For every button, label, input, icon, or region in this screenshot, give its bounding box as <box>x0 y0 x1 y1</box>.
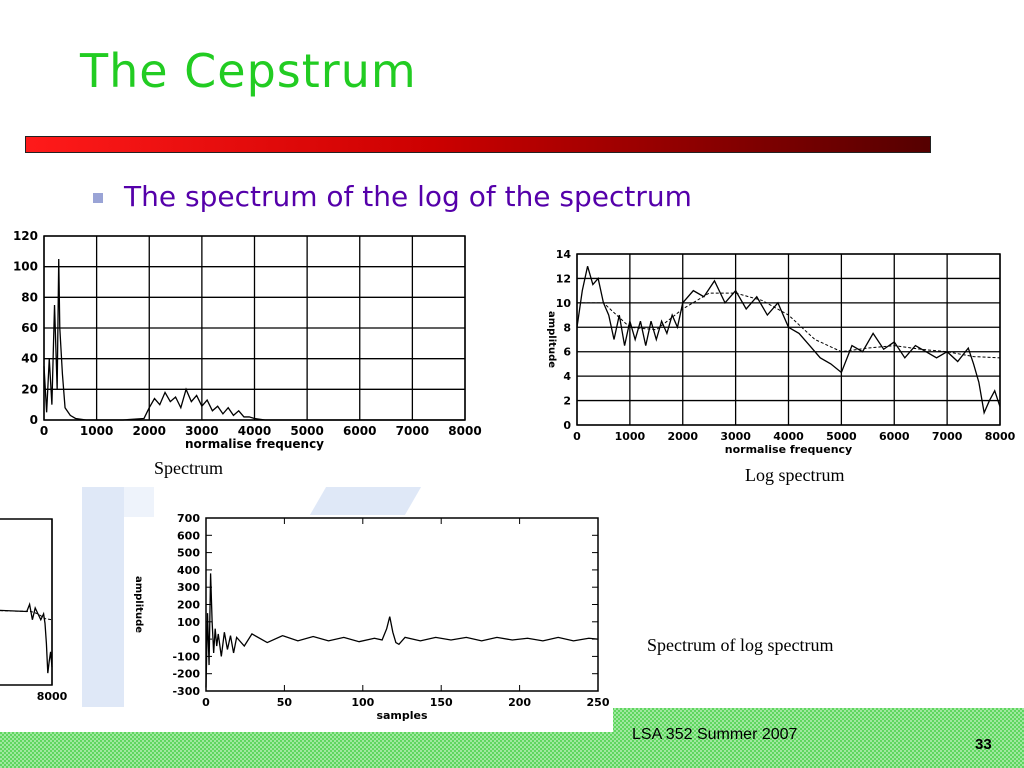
x-tick-label: 6000 <box>879 430 910 443</box>
spectrum-of-log-chart: 0 50 100 150 200 250 -300 -200 -100 0 100 200 300 400… <box>133 512 610 722</box>
log-spectrum-chart: 0 1000 2000 3000 4000 5000 6000 7000 8000 0 2 4 6 8 10… <box>546 248 1016 456</box>
y-tick-label: 0 <box>30 413 38 427</box>
smoothed-envelope-line <box>577 292 1001 359</box>
x-tick-label: 150 <box>430 696 453 709</box>
y-tick-label: 2 <box>563 395 571 408</box>
x-tick-label: 0 <box>202 696 210 709</box>
x-tick-label: 200 <box>508 696 531 709</box>
x-tick-label: 0 <box>40 424 48 438</box>
y-tick-label: 100 <box>177 616 200 629</box>
bullet-icon <box>93 193 103 203</box>
series-line <box>576 266 1001 416</box>
y-tick-label: 4 <box>563 370 571 383</box>
spectrum-of-log-caption: Spectrum of log spectrum <box>647 635 834 655</box>
title-divider <box>25 136 931 153</box>
x-tick-label: 7000 <box>932 430 963 443</box>
y-tick-label: 100 <box>13 260 38 274</box>
page-number: 33 <box>975 736 992 753</box>
x-tick-label: 7000 <box>396 424 429 438</box>
x-tick-label: 8000 <box>985 430 1016 443</box>
y-tick-label: 600 <box>177 529 200 542</box>
spectrum-caption: Spectrum <box>154 458 223 478</box>
x-tick-label: 2000 <box>667 430 698 443</box>
watermark-shape <box>124 487 154 517</box>
x-tick-label: 3000 <box>185 424 218 438</box>
x-tick-label: 100 <box>351 696 374 709</box>
y-tick-label: 80 <box>21 290 38 304</box>
y-axis-label: amplitude <box>133 576 144 633</box>
y-tick-label: 400 <box>177 564 200 577</box>
y-tick-label: 12 <box>556 272 571 285</box>
bullet-text: The spectrum of the log of the spectrum <box>124 180 692 213</box>
y-tick-label: -100 <box>172 650 200 663</box>
x-tick-label: 1000 <box>80 424 113 438</box>
y-axis-label: amplitude <box>546 311 557 368</box>
y-tick-label: 500 <box>177 547 200 560</box>
x-tick-label: 5000 <box>826 430 857 443</box>
series-line <box>43 258 465 421</box>
x-tick-label: 8000 <box>448 424 481 438</box>
y-tick-label: -300 <box>172 685 200 698</box>
y-tick-label: 0 <box>563 419 571 432</box>
y-tick-label: 700 <box>177 512 200 525</box>
spectrum-chart: 0 1000 2000 3000 4000 5000 6000 7000 8000 0 20 40 60… <box>13 229 482 451</box>
footer-text: LSA 352 Summer 2007 <box>632 726 798 743</box>
y-tick-label: 300 <box>177 581 200 594</box>
slide-title: The Cepstrum <box>80 44 417 98</box>
x-tick-label: 50 <box>277 696 293 709</box>
y-tick-label: 40 <box>21 352 38 366</box>
x-tick-label: 4000 <box>238 424 271 438</box>
plot-frame <box>0 518 53 686</box>
x-tick-label: 0 <box>573 430 581 443</box>
plot-frame <box>205 517 599 692</box>
series-line <box>205 573 599 688</box>
y-tick-label: 6 <box>563 346 571 359</box>
x-tick-label: 4000 <box>773 430 804 443</box>
x-tick-label: 250 <box>587 696 610 709</box>
x-tick-label: 2000 <box>133 424 166 438</box>
x-tick-label: 8000 <box>37 690 68 703</box>
y-tick-label: -200 <box>172 668 200 681</box>
y-tick-label: 120 <box>13 229 38 243</box>
footer-band <box>0 708 1024 768</box>
y-tick-label: 10 <box>556 297 572 310</box>
x-tick-label: 5000 <box>290 424 323 438</box>
y-tick-label: 20 <box>21 382 38 396</box>
x-axis-label: samples <box>376 709 428 722</box>
y-tick-label: 8 <box>563 321 571 334</box>
watermark-shape <box>82 487 124 707</box>
x-tick-label: 1000 <box>615 430 646 443</box>
series-line <box>0 602 53 674</box>
x-axis-label: normalise frequency <box>725 443 852 456</box>
y-tick-label: 60 <box>21 321 38 335</box>
x-tick-label: 6000 <box>343 424 376 438</box>
log-spectrum-caption: Log spectrum <box>745 465 845 485</box>
y-tick-label: 200 <box>177 599 200 612</box>
y-tick-label: 14 <box>556 248 572 261</box>
x-tick-label: 3000 <box>720 430 751 443</box>
x-axis-label: normalise frequency <box>185 437 324 451</box>
y-tick-label: 0 <box>192 633 200 646</box>
